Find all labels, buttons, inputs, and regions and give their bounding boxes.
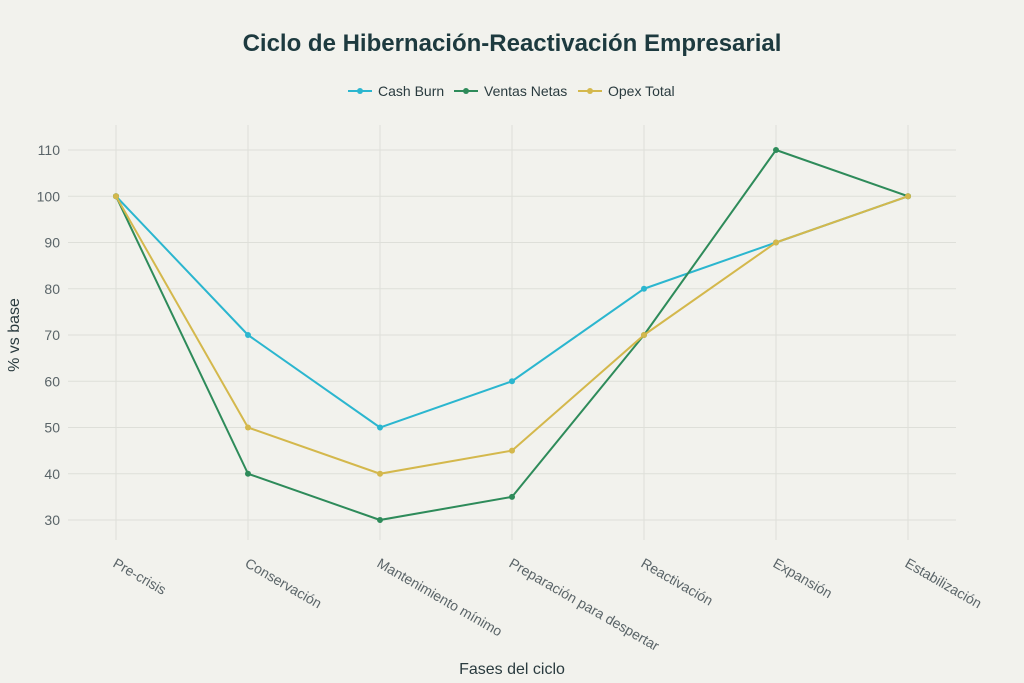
legend-item[interactable]: Cash Burn — [348, 83, 444, 99]
x-tick-label: Estabilización — [903, 555, 985, 612]
legend-label: Cash Burn — [378, 83, 444, 99]
data-point[interactable] — [773, 239, 779, 246]
y-tick-label: 80 — [44, 281, 60, 297]
series-opex-total — [113, 193, 911, 477]
y-tick-label: 100 — [37, 188, 61, 204]
x-axis-ticks: Pre-crisis Conservación Mantenimiento míni… — [111, 555, 985, 654]
y-axis-title: % vs base — [6, 298, 23, 372]
legend-label: Opex Total — [608, 83, 675, 99]
y-axis-ticks: 30 40 50 60 70 80 90 100 110 — [37, 142, 61, 528]
data-point[interactable] — [377, 470, 383, 477]
y-tick-label: 40 — [44, 466, 60, 482]
data-point[interactable] — [509, 378, 515, 385]
data-point[interactable] — [509, 447, 515, 454]
y-tick-label: 30 — [44, 512, 60, 528]
x-tick-label: Preparación para despertar — [507, 555, 663, 654]
y-tick-label: 70 — [44, 327, 60, 343]
chart-title: Ciclo de Hibernación-Reactivación Empres… — [243, 30, 782, 57]
data-point[interactable] — [245, 332, 251, 338]
legend-marker — [463, 88, 469, 94]
x-tick-label: Reactivación — [639, 555, 716, 609]
data-point[interactable] — [377, 424, 383, 431]
x-tick-label: Expansión — [771, 555, 836, 602]
y-tick-label: 110 — [38, 142, 61, 158]
x-grid — [115, 125, 909, 540]
legend-label: Ventas Netas — [484, 83, 567, 99]
series-group — [113, 147, 911, 523]
y-tick-label: 60 — [44, 373, 60, 389]
y-tick-label: 90 — [44, 235, 60, 251]
data-point[interactable] — [377, 517, 383, 523]
x-tick-label: Conservación — [243, 555, 325, 612]
x-tick-label: Mantenimiento mínimo — [375, 555, 506, 640]
data-point[interactable] — [773, 147, 779, 153]
data-point[interactable] — [905, 193, 911, 200]
x-axis-title: Fases del ciclo — [459, 661, 565, 678]
x-tick-label: Pre-crisis — [111, 555, 170, 598]
legend: Cash Burn Ventas Netas Opex Total — [348, 83, 675, 99]
legend-item[interactable]: Opex Total — [578, 83, 675, 99]
legend-item[interactable]: Ventas Netas — [454, 83, 567, 99]
data-point[interactable] — [641, 332, 647, 338]
data-point[interactable] — [509, 493, 515, 500]
data-point[interactable] — [245, 470, 251, 477]
data-point[interactable] — [113, 193, 119, 200]
legend-marker — [357, 88, 363, 94]
data-point[interactable] — [245, 424, 251, 431]
data-point[interactable] — [641, 285, 647, 292]
y-tick-label: 50 — [44, 420, 60, 436]
legend-marker — [587, 88, 593, 94]
